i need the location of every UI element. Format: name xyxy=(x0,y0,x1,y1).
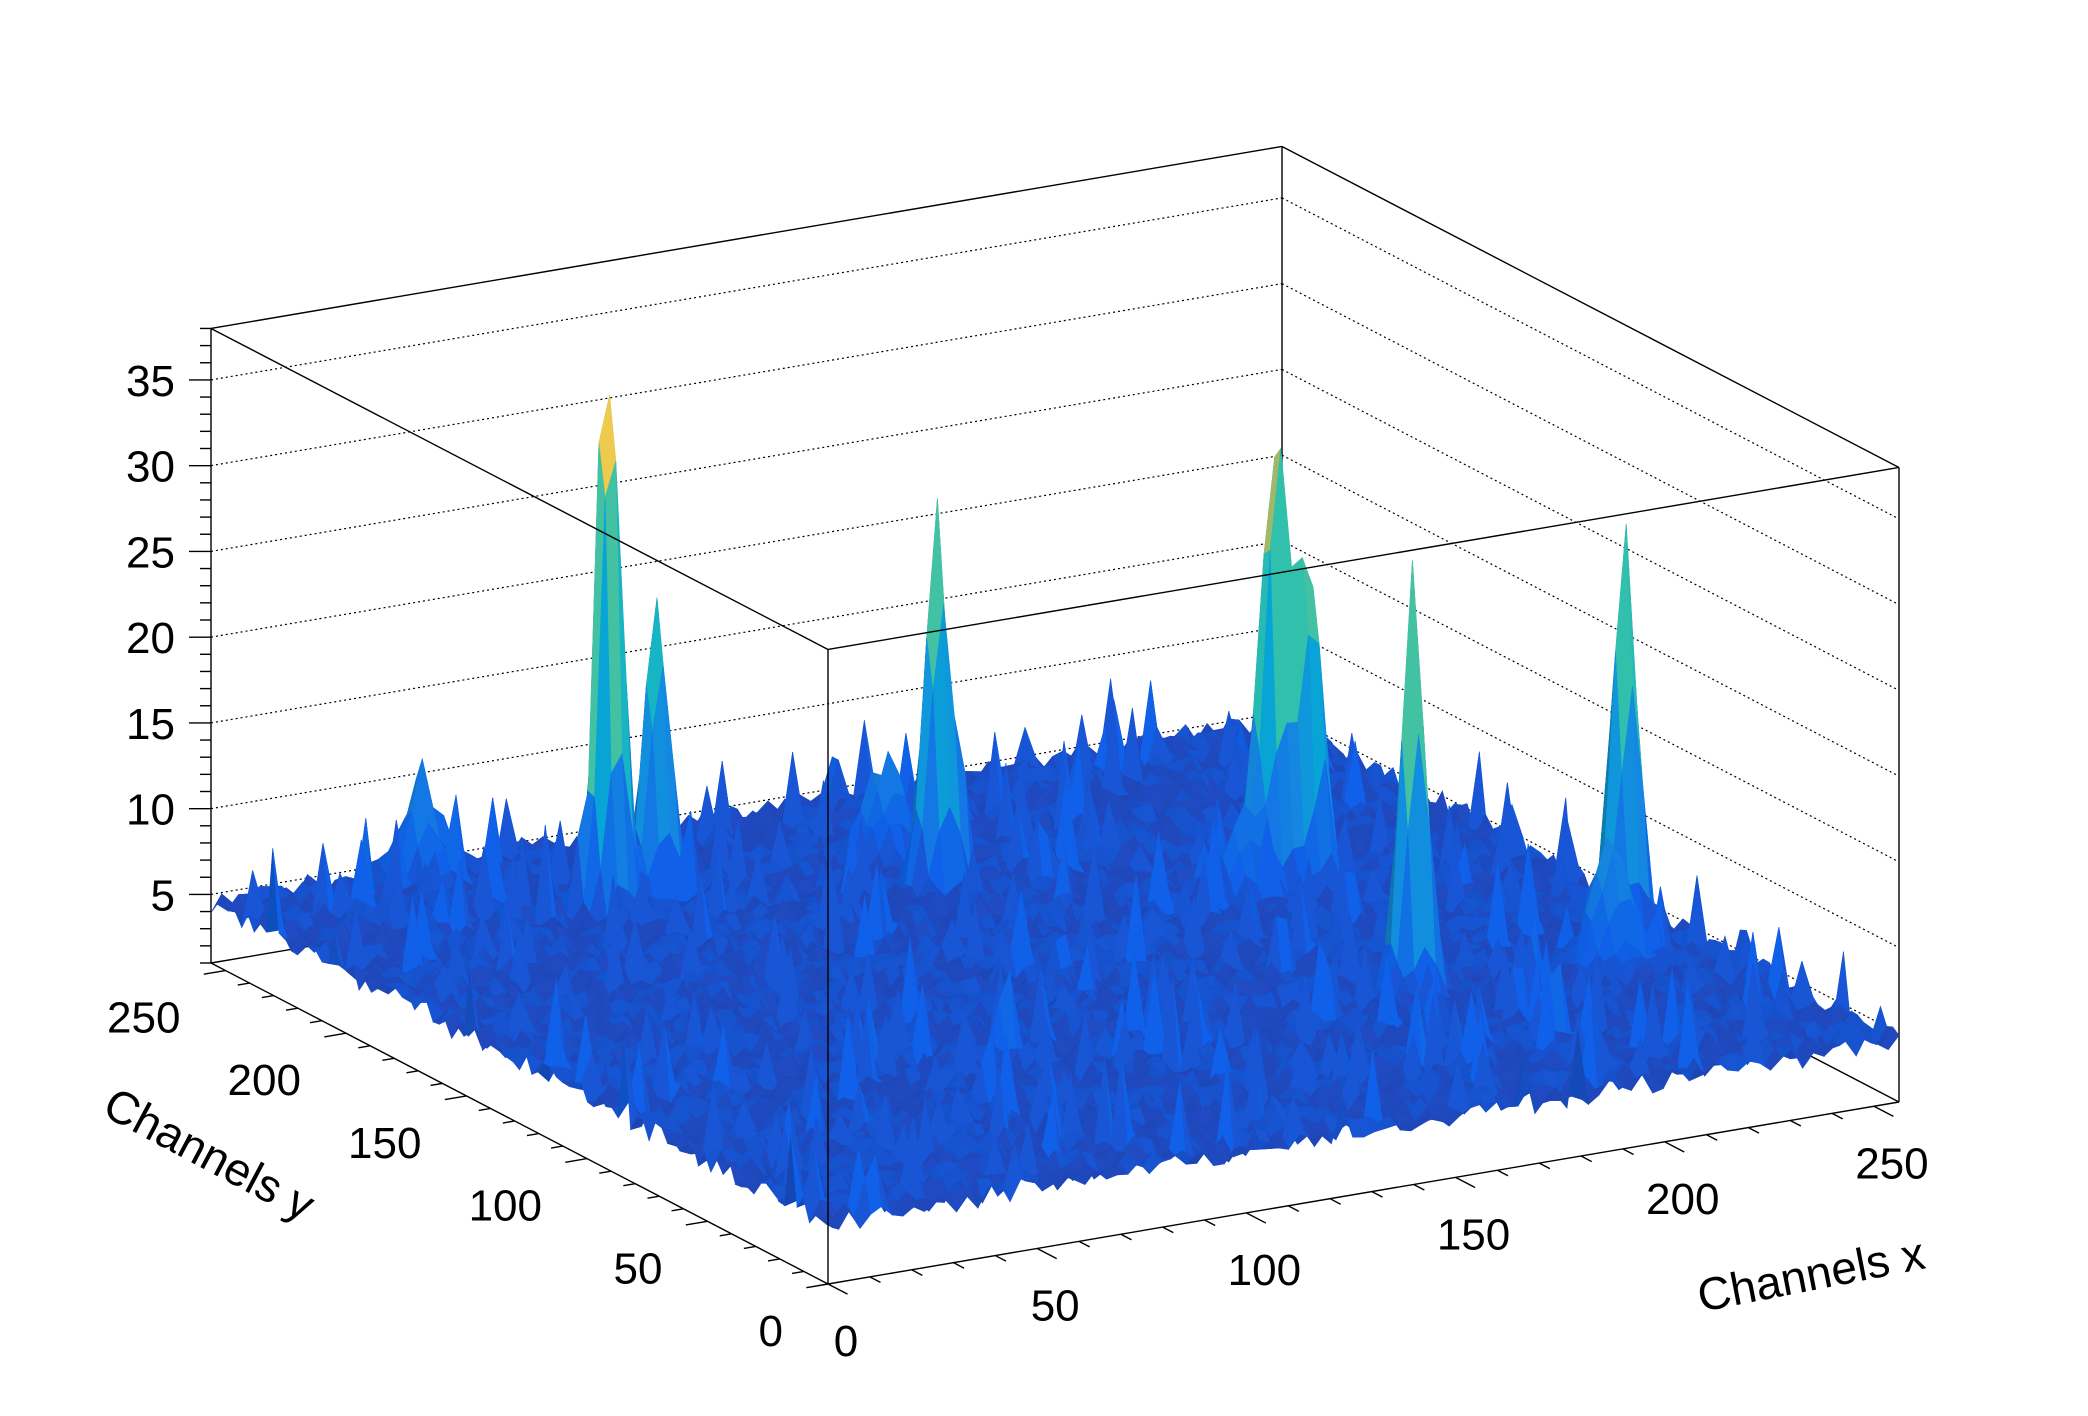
surface-cell xyxy=(1790,961,1809,1012)
gridline-z xyxy=(210,283,1283,467)
box-edge-back-top-left xyxy=(210,145,1283,330)
gridline-z xyxy=(1281,711,1900,1034)
gridline-z xyxy=(1281,368,1900,691)
gridline-z xyxy=(210,626,1283,810)
gridline-z xyxy=(1281,540,1900,863)
gridline-z xyxy=(1281,283,1900,606)
gridline-z xyxy=(210,197,1283,381)
gridline-z xyxy=(210,540,1283,724)
gridline-z xyxy=(1281,454,1900,777)
gridline-z xyxy=(1281,197,1900,520)
gridline-z xyxy=(1281,626,1900,949)
gridline-z xyxy=(210,454,1283,638)
surface xyxy=(210,395,1900,1230)
box-edge-back-top-right xyxy=(1281,145,1900,469)
gridline-z xyxy=(210,368,1283,552)
